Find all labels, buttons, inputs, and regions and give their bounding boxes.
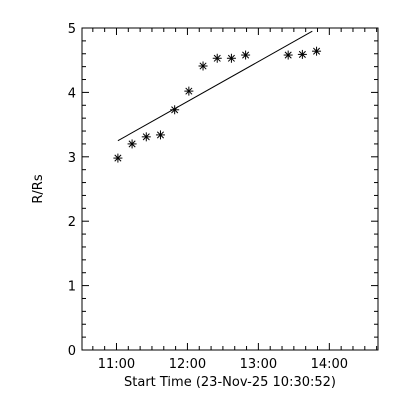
data-point [297, 49, 307, 59]
y-tick-label: 3 [68, 151, 76, 166]
data-point [283, 50, 293, 60]
data-point [241, 50, 251, 60]
data-point [113, 153, 123, 163]
data-point [184, 86, 194, 96]
data-point [155, 130, 165, 140]
data-point [212, 53, 222, 63]
data-point [141, 132, 151, 142]
data-point [198, 61, 208, 71]
data-point [170, 105, 180, 115]
x-tick-label: 13:00 [240, 357, 277, 372]
fit-line [117, 30, 313, 142]
y-axis: 0 1 2 3 4 5 [68, 22, 378, 359]
x-axis-label: Start Time (23-Nov-25 10:30:52) [124, 375, 336, 390]
data-point [226, 53, 236, 63]
y-axis-label: R/Rs [31, 174, 46, 203]
data-point [312, 46, 322, 56]
y-tick-label: 0 [68, 344, 76, 359]
x-axis: 11:00 12:00 13:00 14:00 [92, 28, 378, 372]
x-tick-label: 14:00 [311, 357, 348, 372]
x-tick-label: 12:00 [169, 357, 206, 372]
y-tick-label: 5 [68, 22, 76, 37]
data-points [113, 46, 322, 163]
y-tick-label: 2 [68, 215, 76, 230]
x-tick-label: 11:00 [98, 357, 135, 372]
axes-frame [81, 27, 379, 351]
y-tick-label: 1 [68, 280, 76, 295]
y-tick-label: 4 [68, 86, 76, 101]
data-point [127, 139, 137, 149]
